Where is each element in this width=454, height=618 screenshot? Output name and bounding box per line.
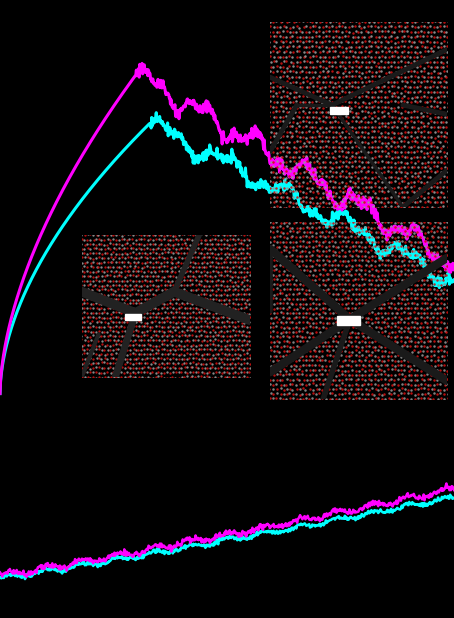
Bar: [125, 315, 141, 320]
Bar: [331, 107, 348, 114]
Bar: [337, 316, 360, 324]
